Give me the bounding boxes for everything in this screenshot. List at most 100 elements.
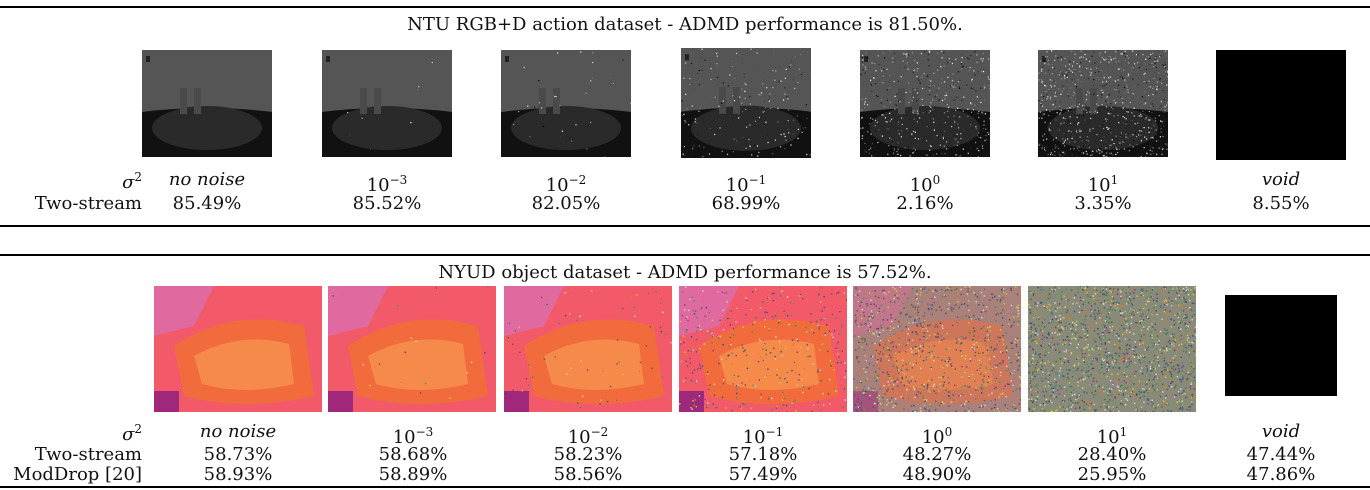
sigma-exponent: 2	[134, 422, 142, 436]
sigma-value-s2-3: 10−1	[688, 422, 838, 448]
top-rule-section-2	[0, 254, 1370, 256]
sigma-exp: −3	[415, 425, 434, 439]
top-rule-section-1	[0, 6, 1370, 8]
nyud-scene	[504, 286, 672, 412]
result-cell: 68.99%	[711, 193, 781, 214]
sigma-exp: 0	[944, 425, 953, 439]
result-cell: 85.49%	[172, 193, 242, 214]
result-cell: 85.52%	[352, 193, 422, 214]
row-label-s1-two-stream: Two-stream	[34, 193, 142, 214]
sigma-value-s1-3: 10−1	[671, 170, 821, 196]
sigma-base: no noise	[199, 421, 277, 442]
section-2-caption: NYUD object dataset - ADMD performance i…	[438, 262, 932, 283]
sigma-value-s2-0: no noise	[163, 422, 313, 442]
ntu-depth-image-no-noise	[142, 50, 272, 157]
nyud-scene	[853, 286, 1021, 412]
result-cell: 57.49%	[728, 464, 798, 485]
sigma-value-s2-5: 101	[1037, 422, 1187, 448]
result-cell: 3.35%	[1074, 193, 1132, 214]
sigma-base: 10	[909, 175, 933, 196]
ntu-depth-image-noise-1e1	[1038, 50, 1168, 157]
ntu-depth-image-noise-1e-2	[501, 50, 631, 157]
sigma-exp: −3	[389, 173, 408, 187]
depth-scene	[501, 50, 631, 157]
sigma-base: no noise	[168, 169, 246, 190]
depth-scene	[322, 50, 452, 157]
depth-scene	[860, 50, 990, 157]
nyud-image-no-noise	[154, 286, 322, 412]
result-cell: 58.93%	[203, 464, 273, 485]
sigma-base: 10	[1096, 427, 1120, 448]
sigma-exponent: 2	[134, 170, 142, 184]
section-1-caption: NTU RGB+D action dataset - ADMD performa…	[407, 14, 963, 35]
nyud-image-noise-1e-2	[504, 286, 672, 412]
sigma-value-s1-5: 101	[1028, 170, 1178, 196]
nyud-scene	[154, 286, 322, 412]
sigma-exp: 1	[1119, 425, 1128, 439]
depth-scene	[1038, 50, 1168, 157]
sigma-value-s1-2: 10−2	[491, 170, 641, 196]
sigma-base: 10	[567, 427, 591, 448]
result-cell: 57.18%	[728, 444, 798, 465]
result-cell: 28.40%	[1077, 444, 1147, 465]
sigma-value-s1-1: 10−3	[312, 170, 462, 196]
sigma-value-s2-2: 10−2	[513, 422, 663, 448]
sigma-base: 10	[1087, 175, 1111, 196]
sigma-exp: 1	[1110, 173, 1119, 187]
result-cell: 58.73%	[203, 444, 273, 465]
result-cell: 48.90%	[902, 464, 972, 485]
result-cell: 25.95%	[1077, 464, 1147, 485]
sigma-value-s1-4: 100	[850, 170, 1000, 196]
result-cell: 58.68%	[378, 444, 448, 465]
sigma-base: 10	[392, 427, 416, 448]
result-cell: 47.44%	[1246, 444, 1316, 465]
nyud-scene	[1028, 286, 1196, 412]
sigma-label-section-2: σ2	[0, 419, 142, 445]
sigma-label-section-1: σ2	[0, 167, 142, 193]
row-label-s2-two-stream: Two-stream	[34, 444, 142, 465]
nyud-scene	[679, 286, 847, 412]
ntu-depth-image-void	[1216, 50, 1346, 160]
nyud-image-void	[1225, 295, 1337, 396]
sigma-base: void	[1261, 169, 1301, 190]
nyud-scene	[328, 286, 496, 412]
sigma-exp: 0	[932, 173, 941, 187]
result-cell: 58.23%	[553, 444, 623, 465]
sigma-value-s2-6: void	[1206, 422, 1356, 442]
result-cell: 58.56%	[553, 464, 623, 485]
bottom-rule-section-2	[0, 486, 1370, 488]
nyud-image-noise-1e-1	[679, 286, 847, 412]
sigma-base: 10	[545, 175, 569, 196]
result-cell: 47.86%	[1246, 464, 1316, 485]
nyud-image-noise-1e0	[853, 286, 1021, 412]
sigma-exp: −2	[568, 173, 587, 187]
ntu-depth-image-noise-1e-3	[322, 50, 452, 157]
sigma-exp: −1	[765, 425, 784, 439]
sigma-value-s2-1: 10−3	[338, 422, 488, 448]
result-cell: 2.16%	[896, 193, 954, 214]
depth-scene	[681, 48, 811, 158]
sigma-symbol: σ	[122, 424, 135, 445]
sigma-exp: −1	[748, 173, 767, 187]
bottom-rule-section-1	[0, 225, 1370, 227]
nyud-image-noise-1e1	[1028, 286, 1196, 412]
sigma-base: 10	[742, 427, 766, 448]
sigma-base: 10	[725, 175, 749, 196]
sigma-value-s1-6: void	[1206, 170, 1356, 190]
row-label-s2-moddrop: ModDrop [20]	[13, 464, 142, 485]
sigma-base: 10	[366, 175, 390, 196]
sigma-base: 10	[921, 427, 945, 448]
sigma-value-s1-0: no noise	[132, 170, 282, 190]
ntu-depth-image-noise-1e-1	[681, 48, 811, 158]
result-cell: 58.89%	[378, 464, 448, 485]
sigma-exp: −2	[590, 425, 609, 439]
result-cell: 48.27%	[902, 444, 972, 465]
result-cell: 82.05%	[531, 193, 601, 214]
sigma-base: void	[1261, 421, 1301, 442]
ntu-depth-image-noise-1e0	[860, 50, 990, 157]
result-cell: 8.55%	[1252, 193, 1310, 214]
nyud-image-noise-1e-3	[328, 286, 496, 412]
sigma-value-s2-4: 100	[862, 422, 1012, 448]
sigma-symbol: σ	[122, 172, 135, 193]
depth-scene	[142, 50, 272, 157]
